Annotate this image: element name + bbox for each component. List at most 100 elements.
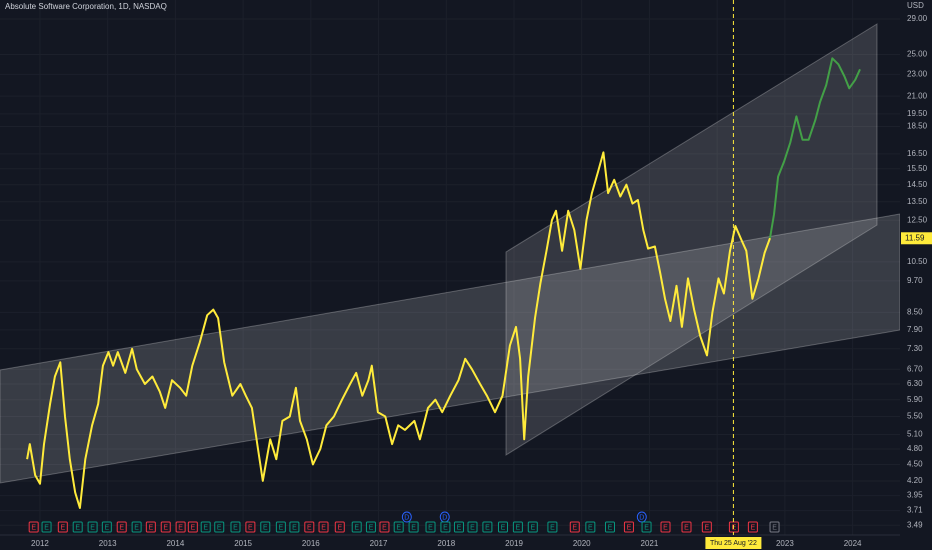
- y-tick-label: 23.00: [907, 70, 928, 79]
- event-markers: E E E E E E E E E E E E E E E E E E E E E E E E E EDE EDE E E E E E E E E E…: [28, 511, 780, 533]
- price-line: [769, 57, 861, 239]
- event-marker: [547, 521, 558, 533]
- event-label: E: [203, 524, 208, 531]
- x-tick-label: 2019: [505, 539, 523, 548]
- event-marker: [681, 521, 692, 533]
- y-tick-label: 6.30: [907, 379, 923, 388]
- event-marker: [379, 521, 390, 533]
- event-label: E: [550, 524, 555, 531]
- event-label: E: [443, 524, 448, 531]
- event-marker: [214, 521, 225, 533]
- y-tick-label: 21.00: [907, 91, 928, 100]
- y-tick-label: 7.90: [907, 325, 923, 334]
- y-tick-label: 10.50: [907, 257, 928, 266]
- event-label: E: [732, 524, 737, 531]
- event-label: D: [639, 514, 644, 521]
- event-label: E: [396, 524, 401, 531]
- price-line: [26, 151, 771, 509]
- x-tick-label: 2016: [302, 539, 320, 548]
- event-marker: [623, 521, 634, 533]
- x-tick-label: 2020: [573, 539, 591, 548]
- event-marker: [304, 521, 315, 533]
- price-lines: [26, 57, 861, 509]
- event-label: E: [501, 524, 506, 531]
- event-label: E: [337, 524, 342, 531]
- price-axis: [900, 0, 932, 550]
- y-tick-label: 6.70: [907, 364, 923, 373]
- x-tick-label: 2012: [31, 539, 49, 548]
- chart-title: Absolute Software Corporation, 1D, NASDA…: [5, 2, 167, 11]
- y-tick-label: 3.49: [907, 520, 923, 529]
- x-tick-label: 2024: [844, 539, 862, 548]
- event-marker: [585, 521, 596, 533]
- event-label: E: [588, 524, 593, 531]
- event-label: E: [516, 524, 521, 531]
- x-tick-label: 2015: [234, 539, 252, 548]
- axes: 29.00 25.00 23.00 21.00 19.50 18.50 16.50 15.50…: [31, 0, 932, 549]
- event-marker: [28, 521, 39, 533]
- event-marker: [408, 521, 419, 533]
- event-marker: [569, 521, 580, 533]
- event-marker: [527, 521, 538, 533]
- event-marker: [318, 521, 329, 533]
- event-label: E: [457, 524, 462, 531]
- event-label: E: [369, 524, 374, 531]
- event-label: E: [44, 524, 49, 531]
- event-marker: [453, 521, 464, 533]
- event-label: E: [684, 524, 689, 531]
- y-tick-label: 29.00: [907, 14, 928, 23]
- event-marker: [275, 521, 286, 533]
- x-tick-label: 2021: [641, 539, 659, 548]
- event-label: E: [90, 524, 95, 531]
- event-marker: [41, 521, 52, 533]
- event-label: E: [248, 524, 253, 531]
- event-marker: [365, 521, 376, 533]
- x-tick-label: 2023: [776, 539, 794, 548]
- x-tick-label: 2014: [166, 539, 184, 548]
- y-tick-label: 19.50: [907, 109, 928, 118]
- event-label: E: [382, 524, 387, 531]
- event-marker: [289, 521, 300, 533]
- event-label: E: [530, 524, 535, 531]
- x-tick-label: 2018: [437, 539, 455, 548]
- event-marker: [57, 521, 68, 533]
- grid: [0, 0, 900, 535]
- event-label: E: [572, 524, 577, 531]
- event-marker: [72, 521, 83, 533]
- event-label: E: [60, 524, 65, 531]
- event-label: E: [31, 524, 36, 531]
- event-marker: [604, 521, 615, 533]
- event-label: E: [178, 524, 183, 531]
- event-marker: [230, 521, 241, 533]
- event-marker: [440, 521, 451, 533]
- event-marker: [747, 521, 758, 533]
- event-marker: [187, 521, 198, 533]
- event-label: E: [627, 524, 632, 531]
- y-tick-label: 4.20: [907, 476, 923, 485]
- event-label: E: [608, 524, 613, 531]
- event-marker: [175, 521, 186, 533]
- event-marker: [334, 521, 345, 533]
- y-tick-label: 5.50: [907, 412, 923, 421]
- event-label: E: [411, 524, 416, 531]
- trend-channel: [505, 23, 878, 456]
- y-axis-label: USD: [907, 1, 924, 10]
- event-label: D: [404, 514, 409, 521]
- y-tick-label: 3.71: [907, 506, 923, 515]
- event-marker: [467, 521, 478, 533]
- event-label: E: [485, 524, 490, 531]
- event-label: D: [442, 514, 447, 521]
- y-tick-label: 4.50: [907, 460, 923, 469]
- x-tick-label: 2013: [99, 539, 117, 548]
- event-marker: [200, 521, 211, 533]
- event-label: E: [217, 524, 222, 531]
- event-marker: [425, 521, 436, 533]
- event-label: E: [104, 524, 109, 531]
- y-tick-label: 8.50: [907, 308, 923, 317]
- x-tick-label: 2017: [370, 539, 388, 548]
- event-marker: [351, 521, 362, 533]
- event-marker: [101, 521, 112, 533]
- event-label: E: [307, 524, 312, 531]
- event-marker: [636, 511, 647, 523]
